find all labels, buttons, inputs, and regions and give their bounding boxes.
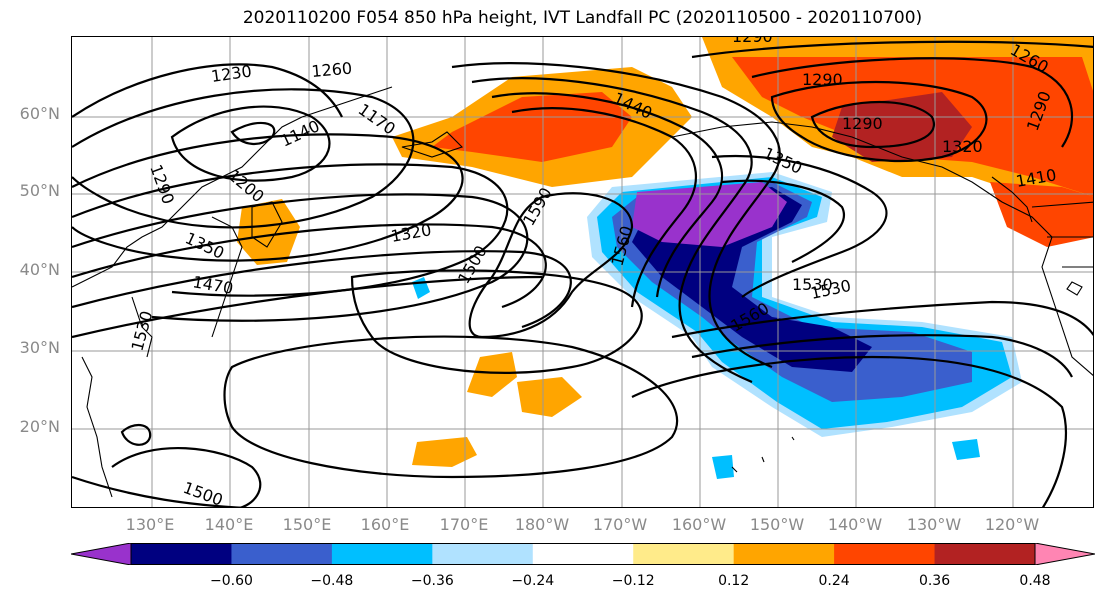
lon-label-160e: 160°E <box>360 515 410 534</box>
contour-label: 1350 <box>182 228 227 262</box>
colorbar-segment <box>733 543 835 565</box>
contour-label: 1290 <box>802 70 843 89</box>
colorbar-segment <box>231 543 333 565</box>
contour-label: 1290 <box>842 114 883 133</box>
lon-label-170e: 170°E <box>439 515 489 534</box>
negative-ivt-fill <box>412 172 1022 479</box>
colorbar-tick-label: 0.36 <box>918 573 951 589</box>
colorbar-tick-label: −0.24 <box>511 573 555 589</box>
contour-label: 1320 <box>942 137 983 156</box>
lon-label-150w: 150°W <box>749 515 805 534</box>
lon-label-180w: 180°W <box>514 515 570 534</box>
colorbar-tick-label: −0.12 <box>611 573 655 589</box>
lon-label-130w: 130°W <box>906 515 962 534</box>
colorbar-segment <box>834 543 936 565</box>
colorbar-segment <box>131 543 232 565</box>
map-title: 2020110200 F054 850 hPa height, IVT Land… <box>242 8 923 28</box>
colorbar <box>71 543 1095 565</box>
colorbar-tick-label: 0.24 <box>818 573 850 589</box>
lat-label-50n: 50°N <box>19 181 60 200</box>
colorbar-extend-low <box>71 543 132 565</box>
colorbar-tick-label: 0.48 <box>1019 573 1051 589</box>
contour-label: 1260 <box>311 59 353 81</box>
contour-label: 1530 <box>792 275 833 294</box>
colorbar-segment <box>934 543 1036 565</box>
colorbar-segment <box>432 543 534 565</box>
colorbar-tick-label: −0.36 <box>410 573 454 589</box>
colorbar-segment <box>331 543 433 565</box>
contour-label: 1590 <box>519 184 556 229</box>
lon-label-130e: 130°E <box>125 515 175 534</box>
colorbar-tick-label: 0.12 <box>718 573 750 589</box>
lat-label-40n: 40°N <box>19 260 60 279</box>
contour-label: 1140 <box>278 116 323 150</box>
lon-label-150e: 150°E <box>282 515 332 534</box>
contour-label: 1290 <box>146 162 178 207</box>
lon-label-120w: 120°W <box>984 515 1040 534</box>
lon-label-170w: 170°W <box>592 515 648 534</box>
positive-ivt-fill <box>237 37 1093 467</box>
contour-label: 1500 <box>454 242 491 287</box>
coastlines <box>72 86 1093 498</box>
colorbar-outline <box>130 543 1036 565</box>
lon-label-140e: 140°E <box>204 515 254 534</box>
lon-label-140w: 140°W <box>827 515 883 534</box>
colorbar-segment <box>633 543 735 565</box>
colorbar-segment <box>532 543 634 565</box>
colorbar-tick-label: −0.60 <box>209 573 253 589</box>
height-contours <box>72 40 1093 507</box>
lat-label-30n: 30°N <box>19 338 60 357</box>
contour-label: 1290 <box>732 37 773 46</box>
lat-label-20n: 20°N <box>19 417 60 436</box>
colorbar-tick-label: −0.48 <box>310 573 354 589</box>
lat-label-60n: 60°N <box>19 104 60 123</box>
colorbar-extend-high <box>1034 543 1095 565</box>
lon-label-160w: 160°W <box>671 515 727 534</box>
map-panel: 1230 1260 1170 1140 1290 1200 1350 1470 1320 1590… <box>71 36 1094 508</box>
